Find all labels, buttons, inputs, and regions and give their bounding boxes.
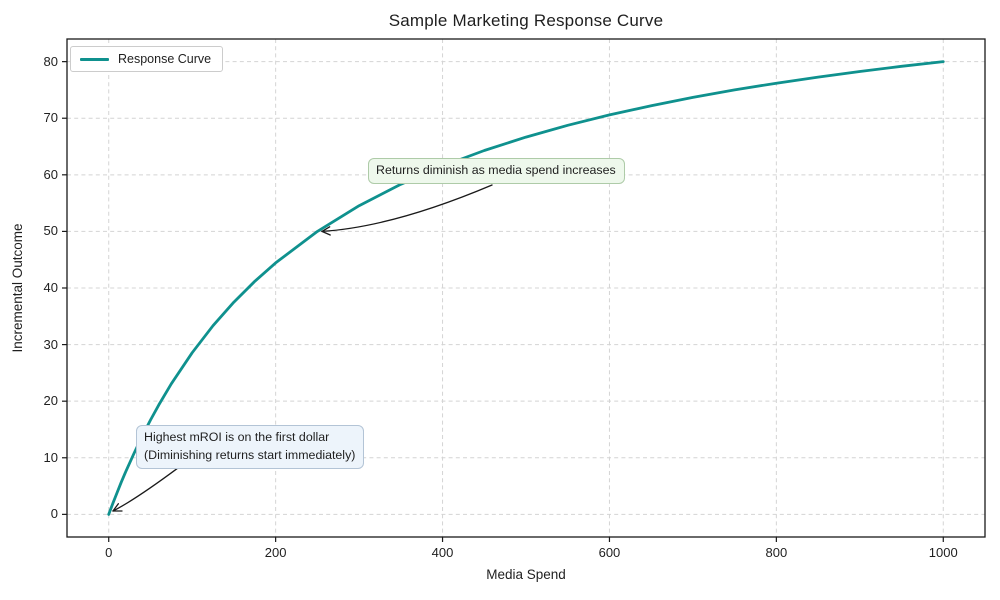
response-curve-line: [107, 60, 945, 516]
x-tick-label-1000: 1000: [928, 545, 958, 560]
annotation-arrows: [112, 184, 493, 512]
legend-line-swatch: [80, 57, 109, 61]
y-tick-label-80: 80: [43, 53, 58, 69]
legend: Response Curve: [70, 46, 224, 72]
annotation-diminishing-returns: Returns diminish as media spend increase…: [368, 158, 625, 184]
x-tick-label-600: 600: [598, 545, 621, 560]
x-tick-label-200: 200: [264, 545, 287, 560]
x-axis-label: Media Spend: [486, 567, 566, 582]
y-tick-label-70: 70: [43, 110, 58, 126]
tick-marks: [62, 61, 944, 542]
x-tick-label-800: 800: [765, 545, 788, 560]
annotation-highest-mroi: Highest mROI is on the first dollar (Dim…: [136, 424, 365, 469]
y-tick-label-40: 40: [43, 280, 58, 295]
x-tick-label-400: 400: [431, 545, 454, 560]
y-tick-label-50: 50: [43, 223, 58, 239]
legend-label: Response Curve: [118, 52, 212, 66]
y-tick-label-10: 10: [43, 449, 58, 465]
y-tick-label-30: 30: [43, 336, 58, 352]
gridlines: [67, 39, 985, 537]
x-tick-label-0: 0: [105, 545, 113, 560]
y-tick-label-60: 60: [43, 166, 58, 182]
y-tick-label-20: 20: [43, 393, 58, 409]
y-tick-label-0: 0: [50, 506, 58, 522]
chart-title: Sample Marketing Response Curve: [388, 11, 664, 30]
